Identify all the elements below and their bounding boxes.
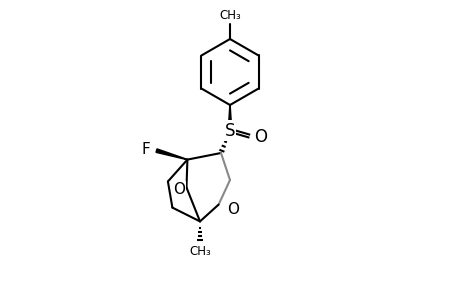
Text: O: O [227,202,239,217]
Text: CH₃: CH₃ [218,9,241,22]
Text: S: S [224,122,235,140]
Text: CH₃: CH₃ [189,245,210,258]
Text: F: F [141,142,150,158]
Polygon shape [228,105,231,130]
Text: O: O [253,128,267,146]
Polygon shape [156,149,187,160]
Text: O: O [173,182,185,196]
